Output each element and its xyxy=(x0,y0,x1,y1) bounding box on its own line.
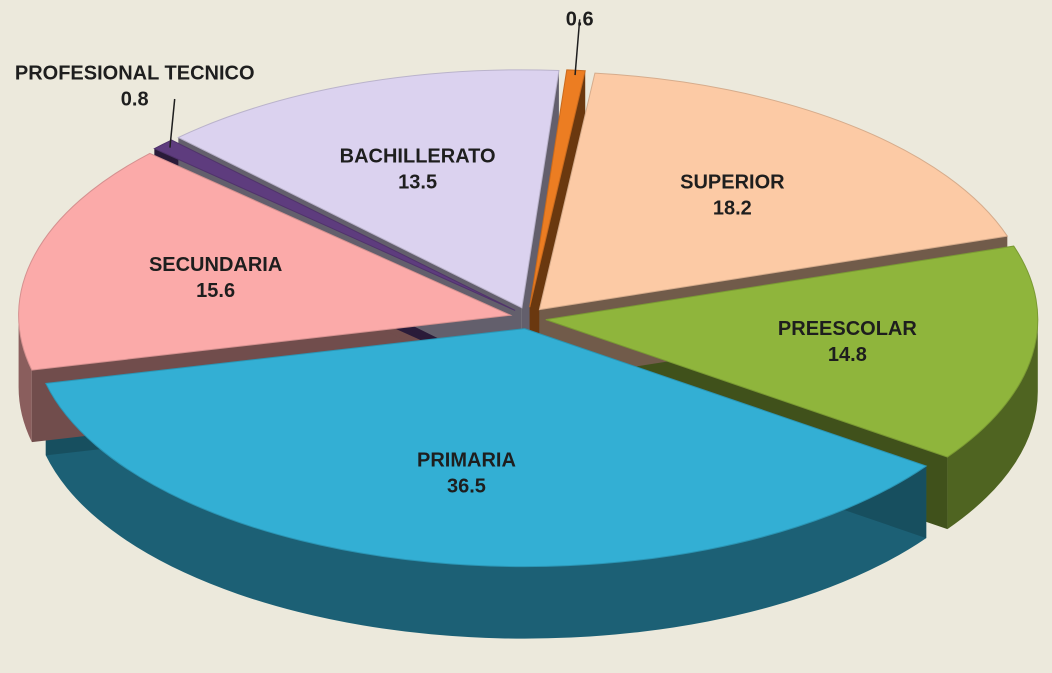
slice-label: PROFESIONAL TECNICO xyxy=(15,62,255,84)
value-label: 0.6 xyxy=(566,9,594,31)
slice-side xyxy=(947,319,1038,530)
slice-label: SUPERIOR xyxy=(680,172,785,194)
value-label: 14.8 xyxy=(828,344,867,366)
slice-label: NORMAL xyxy=(536,0,624,5)
slice-label: BACHILLERATO xyxy=(340,145,496,167)
value-label: 13.5 xyxy=(398,171,437,193)
slice-label: SECUNDARIA xyxy=(149,254,282,276)
value-label: 18.2 xyxy=(713,198,752,220)
leader-line xyxy=(574,19,581,76)
pie-slice xyxy=(18,152,513,371)
value-label: 36.5 xyxy=(447,476,486,498)
slice-side xyxy=(45,383,927,639)
slice-label: PREESCOLAR xyxy=(778,318,917,340)
slice-side xyxy=(18,315,32,443)
pie-slice xyxy=(545,245,1039,458)
leader-line xyxy=(169,98,176,148)
pie-slice xyxy=(177,69,560,309)
pie-slice xyxy=(538,72,1009,311)
pie-slice xyxy=(45,328,928,568)
value-label: 0.8 xyxy=(121,88,149,110)
pie-slice xyxy=(153,139,516,311)
value-label: 15.6 xyxy=(196,280,235,302)
slice-label: PRIMARIA xyxy=(417,450,516,472)
